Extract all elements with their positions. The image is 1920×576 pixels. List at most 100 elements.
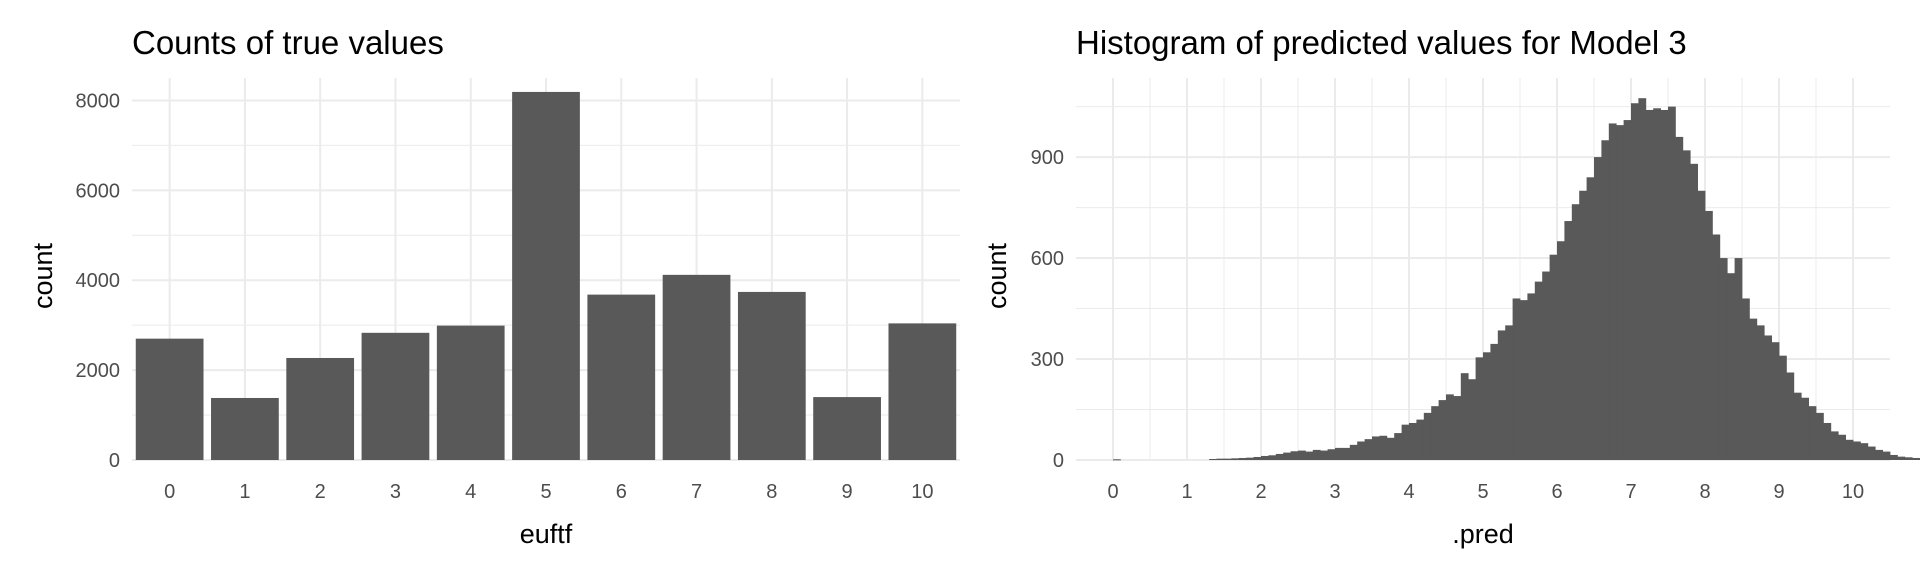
histogram-bar bbox=[1490, 343, 1499, 460]
x-tick-labels: 0 1 2 3 4 5 6 7 8 9 10 bbox=[1107, 481, 1864, 503]
histogram-bar bbox=[1594, 157, 1602, 460]
histogram-bar bbox=[1246, 457, 1254, 460]
histogram-bar bbox=[1542, 271, 1550, 460]
x-axis-title: .pred bbox=[1452, 519, 1514, 549]
histogram-bar bbox=[1816, 412, 1824, 460]
histogram-bar bbox=[1793, 392, 1802, 460]
y-tick-label: 2000 bbox=[76, 360, 121, 382]
histogram-bar bbox=[1853, 441, 1861, 460]
histogram-bar bbox=[1238, 457, 1247, 460]
bar bbox=[662, 274, 731, 460]
histogram-bar bbox=[1690, 163, 1698, 460]
x-tick-label: 8 bbox=[766, 481, 777, 503]
histogram-bar bbox=[1638, 98, 1647, 460]
histogram-bar bbox=[1897, 456, 1906, 460]
y-tick-label: 600 bbox=[1031, 248, 1064, 270]
histogram-bar bbox=[1616, 125, 1624, 460]
histogram-bar bbox=[1312, 449, 1321, 460]
histogram-bar bbox=[1357, 441, 1365, 460]
histogram-bar bbox=[1268, 455, 1277, 460]
histogram-bar bbox=[1335, 447, 1343, 460]
histogram-bar bbox=[1882, 451, 1891, 460]
histogram-bar bbox=[1483, 352, 1491, 460]
histogram-bar bbox=[1779, 355, 1787, 460]
y-axis-title: count bbox=[982, 242, 1012, 309]
histogram-bar bbox=[1512, 298, 1521, 460]
histogram-bar bbox=[1423, 412, 1432, 460]
y-tick-label: 300 bbox=[1031, 349, 1064, 371]
histogram-bar bbox=[1653, 108, 1661, 461]
histogram-bar bbox=[1409, 422, 1417, 460]
histogram-bar bbox=[1401, 424, 1410, 460]
histogram-bar bbox=[1631, 103, 1639, 460]
histogram-bar bbox=[1275, 453, 1284, 460]
x-axis-title: euftf bbox=[520, 519, 573, 549]
histogram-bar bbox=[1749, 318, 1758, 460]
histogram-bar bbox=[1231, 458, 1240, 460]
histogram-bar bbox=[1727, 273, 1735, 460]
x-tick-label: 4 bbox=[1403, 481, 1414, 503]
histogram-bar bbox=[1305, 451, 1314, 460]
histogram-bar bbox=[1364, 439, 1373, 460]
bar bbox=[512, 91, 580, 460]
histogram-bar bbox=[1261, 455, 1269, 460]
histogram-bar bbox=[1564, 221, 1573, 460]
histogram-bar bbox=[1534, 281, 1543, 460]
histogram-bar bbox=[1845, 439, 1854, 460]
x-tick-label: 4 bbox=[465, 481, 476, 503]
histogram-bar bbox=[1867, 446, 1876, 460]
histogram-bar bbox=[1675, 136, 1684, 460]
histogram-bar bbox=[1890, 454, 1898, 460]
histogram-bar bbox=[1468, 379, 1476, 460]
histogram-bar bbox=[1668, 106, 1676, 460]
bar bbox=[211, 397, 279, 460]
x-tick-label: 7 bbox=[691, 481, 702, 503]
histogram-bar bbox=[1645, 109, 1654, 460]
x-tick-label: 3 bbox=[390, 481, 401, 503]
bar-chart-panel: Counts of true values 02000400060008000 … bbox=[28, 24, 960, 549]
x-tick-label: 2 bbox=[315, 481, 326, 503]
histogram-bar bbox=[1379, 435, 1388, 460]
histogram-bar bbox=[1527, 293, 1536, 460]
histogram-bar bbox=[1216, 458, 1225, 460]
histogram-bar bbox=[1808, 406, 1817, 460]
x-tick-label: 0 bbox=[1107, 481, 1118, 503]
histogram-bar bbox=[1838, 434, 1846, 460]
x-tick-label: 10 bbox=[1842, 481, 1864, 503]
histogram-bar bbox=[1349, 444, 1358, 460]
histogram-bar bbox=[1475, 357, 1484, 460]
histogram-bar bbox=[1283, 452, 1291, 460]
histogram-bar bbox=[1682, 150, 1691, 460]
histogram-bar bbox=[1660, 109, 1669, 460]
histogram-bar bbox=[1394, 433, 1402, 460]
bar bbox=[361, 332, 430, 460]
bar bbox=[737, 291, 806, 460]
histogram-bar bbox=[1416, 419, 1425, 460]
x-tick-label: 9 bbox=[842, 481, 853, 503]
histogram-bar bbox=[1446, 394, 1454, 460]
y-tick-label: 6000 bbox=[76, 180, 121, 202]
histogram-bar bbox=[1579, 190, 1587, 460]
histogram-bar bbox=[1860, 443, 1869, 460]
histogram-bar bbox=[1557, 241, 1565, 460]
bar bbox=[587, 294, 656, 460]
y-axis-title: count bbox=[28, 242, 58, 309]
histogram-bar bbox=[1719, 258, 1728, 460]
histogram-bar bbox=[1372, 436, 1380, 460]
x-tick-labels: 0 1 2 3 4 5 6 7 8 9 10 bbox=[164, 481, 933, 503]
histogram-bar bbox=[1904, 457, 1913, 460]
histogram-bar bbox=[1209, 458, 1217, 460]
chart-title: Counts of true values bbox=[132, 24, 444, 61]
bar bbox=[436, 325, 505, 460]
histogram-panel: Histogram of predicted values for Model … bbox=[982, 24, 1920, 549]
histogram-bar bbox=[1549, 254, 1558, 460]
histogram-bar bbox=[1912, 457, 1920, 460]
x-tick-label: 7 bbox=[1625, 481, 1636, 503]
histogram-bar bbox=[1764, 335, 1772, 460]
histogram-bar bbox=[1438, 400, 1447, 460]
x-tick-label: 10 bbox=[911, 481, 933, 503]
histogram-bar bbox=[1771, 342, 1780, 460]
x-tick-label: 1 bbox=[239, 481, 250, 503]
bar bbox=[813, 397, 881, 460]
